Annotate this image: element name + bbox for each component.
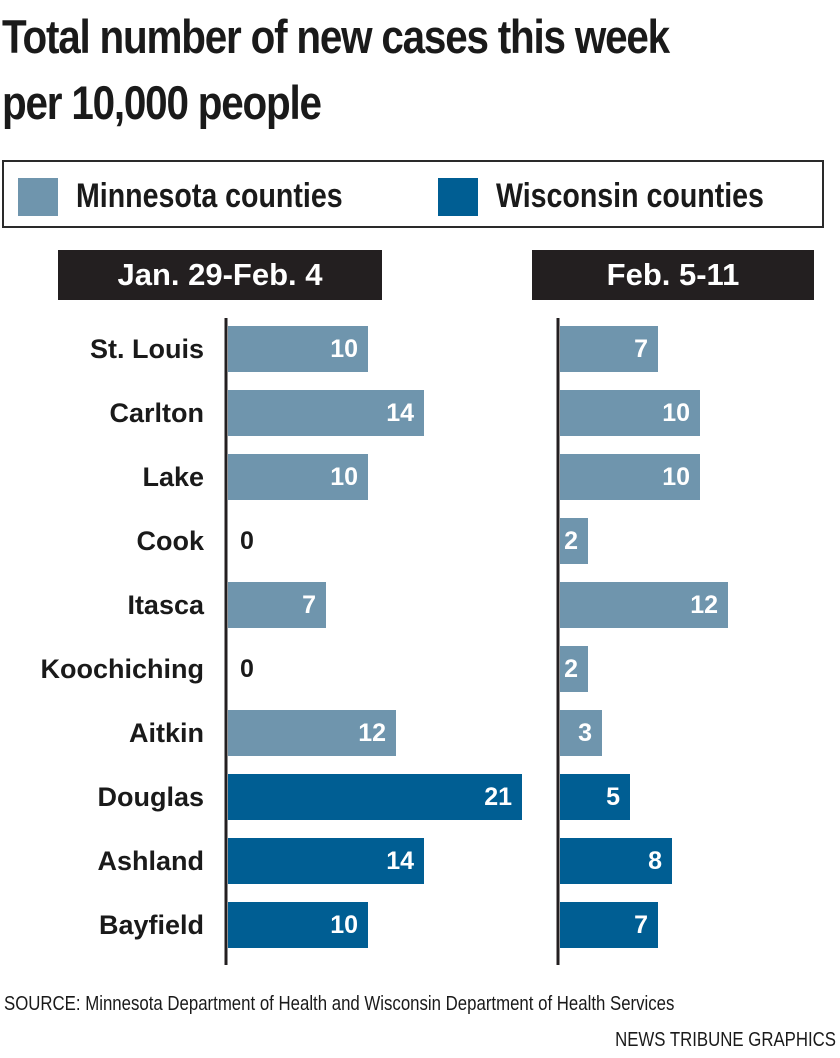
data-label: 8 bbox=[648, 847, 662, 875]
data-label: 5 bbox=[606, 783, 620, 811]
legend-label-minnesota: Minnesota counties bbox=[76, 177, 343, 215]
legend-label-wisconsin: Wisconsin counties bbox=[496, 177, 764, 215]
data-label: 14 bbox=[386, 847, 414, 875]
category-label: St. Louis bbox=[90, 334, 204, 364]
bar bbox=[560, 646, 588, 692]
chart-title: Total number of new cases this week per … bbox=[2, 4, 721, 136]
category-label: Itasca bbox=[127, 590, 205, 620]
category-label: Cook bbox=[137, 526, 205, 556]
chart-title-line-2: per 10,000 people bbox=[2, 76, 322, 129]
credit-note: NEWS TRIBUNE GRAPHICS bbox=[615, 1029, 836, 1051]
category-label: Douglas bbox=[97, 782, 204, 812]
legend: Minnesota counties Wisconsin counties bbox=[2, 160, 824, 228]
data-label: 3 bbox=[578, 719, 592, 747]
bar bbox=[228, 454, 368, 500]
data-label: 10 bbox=[662, 399, 690, 427]
bar bbox=[560, 390, 700, 436]
bar bbox=[560, 774, 630, 820]
chart-title-line-1: Total number of new cases this week bbox=[2, 10, 670, 63]
data-label: 7 bbox=[302, 591, 316, 619]
data-label: 7 bbox=[634, 911, 648, 939]
bar bbox=[560, 326, 658, 372]
bar bbox=[560, 838, 672, 884]
source-note: SOURCE: Minnesota Department of Health a… bbox=[4, 993, 675, 1015]
legend-swatch-wisconsin bbox=[438, 178, 478, 216]
bar bbox=[228, 774, 522, 820]
panel-header-feb5-11: Feb. 5-11 bbox=[532, 250, 814, 300]
bar bbox=[228, 582, 326, 628]
data-label: 0 bbox=[240, 655, 254, 683]
category-label: Ashland bbox=[97, 846, 204, 876]
bar bbox=[560, 582, 728, 628]
data-label: 12 bbox=[358, 719, 386, 747]
bar bbox=[228, 902, 368, 948]
data-label: 10 bbox=[330, 335, 358, 363]
bar bbox=[560, 518, 588, 564]
category-label: Carlton bbox=[110, 398, 205, 428]
data-label: 0 bbox=[240, 527, 254, 555]
bar bbox=[228, 390, 424, 436]
bar bbox=[560, 902, 658, 948]
bar bbox=[228, 326, 368, 372]
data-label: 14 bbox=[386, 399, 414, 427]
legend-swatch-minnesota bbox=[18, 178, 58, 216]
category-label: Bayfield bbox=[99, 910, 204, 940]
panel-header-jan29-feb4: Jan. 29-Feb. 4 bbox=[58, 250, 382, 300]
category-label: Lake bbox=[142, 462, 204, 492]
category-label: Aitkin bbox=[129, 718, 204, 748]
bar bbox=[228, 838, 424, 884]
bar bbox=[228, 710, 396, 756]
data-label: 10 bbox=[330, 911, 358, 939]
data-label: 10 bbox=[662, 463, 690, 491]
data-label: 12 bbox=[690, 591, 718, 619]
data-label: 2 bbox=[564, 655, 578, 683]
bar bbox=[560, 710, 602, 756]
data-label: 2 bbox=[564, 527, 578, 555]
data-label: 21 bbox=[484, 783, 512, 811]
data-label: 10 bbox=[330, 463, 358, 491]
category-label: Koochiching bbox=[41, 654, 205, 684]
data-label: 7 bbox=[634, 335, 648, 363]
bar bbox=[560, 454, 700, 500]
